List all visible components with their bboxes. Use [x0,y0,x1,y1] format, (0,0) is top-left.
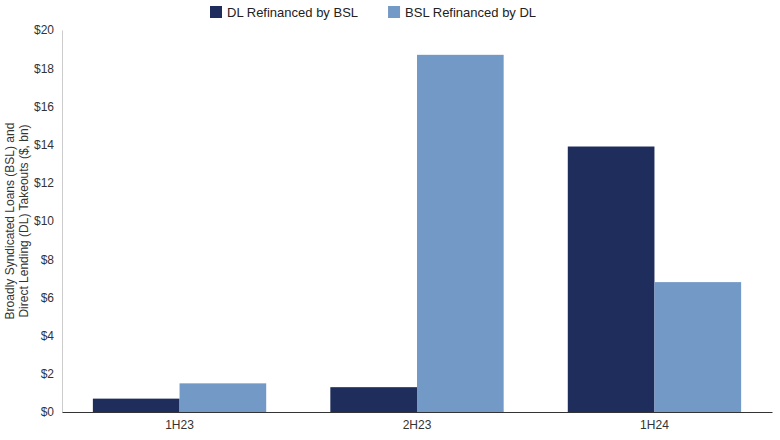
legend-swatch [210,6,222,18]
chart: $0 $2 $4 $6 $8 $10 $12 $14 $16 $18 $20 1H23 2H23 1H24… [0,0,780,440]
bar [330,387,417,412]
y-tick-label: $2 [41,367,55,381]
legend-swatch [388,6,400,18]
y-tick: $16 [34,100,62,114]
y-axis-title: Broadly Syndicated Loans (BSL) andDirect… [3,123,31,320]
x-tick-label: 2H23 [403,418,432,432]
x-axis-line [63,412,773,413]
y-tick: $4 [41,329,62,343]
y-tick-label: $20 [34,23,54,37]
y-axis-title-line: Broadly Syndicated Loans (BSL) and [3,123,17,320]
y-tick: $10 [34,214,62,228]
y-tick: $20 [34,23,62,37]
x-tick: 1H24 [640,412,669,432]
x-tick-label: 1H24 [640,418,669,432]
legend-item: BSL Refinanced by DL [388,5,536,20]
y-tick-label: $16 [34,100,54,114]
y-tick-label: $8 [41,253,55,267]
x-tick-label: 1H23 [165,418,194,432]
y-tick-label: $12 [34,176,54,190]
legend-label: BSL Refinanced by DL [405,5,536,20]
y-axis: $0 $2 $4 $6 $8 $10 $12 $14 $16 $18 $20 [34,23,63,419]
y-tick-label: $0 [41,405,55,419]
y-tick: $14 [34,138,62,152]
y-tick: $18 [34,62,62,76]
y-axis-line [62,31,63,413]
bar [417,55,504,412]
y-tick-label: $4 [41,329,55,343]
y-tick-label: $18 [34,62,54,76]
x-tick: 2H23 [403,412,432,432]
bar [93,399,180,412]
bar [654,282,741,412]
y-tick: $12 [34,176,62,190]
y-axis-title-line: Direct Lending (DL) Takeouts ($, bn) [17,124,31,317]
bar [568,147,655,412]
y-tick: $0 [41,405,62,419]
y-tick: $8 [41,253,62,267]
y-tick: $2 [41,367,62,381]
y-tick: $6 [41,291,62,305]
x-tick: 1H23 [165,412,194,432]
x-axis: 1H23 2H23 1H24 [63,412,773,432]
legend: DL Refinanced by BSL BSL Refinanced by DL [210,5,536,20]
legend-item: DL Refinanced by BSL [210,5,358,20]
y-tick-label: $14 [34,138,54,152]
bars [93,55,741,412]
legend-label: DL Refinanced by BSL [227,5,358,20]
y-tick-label: $6 [41,291,55,305]
bar [180,383,267,412]
y-tick-label: $10 [34,214,54,228]
plot: $0 $2 $4 $6 $8 $10 $12 $14 $16 $18 $20 1H23 2H23 1H24 [34,23,773,431]
